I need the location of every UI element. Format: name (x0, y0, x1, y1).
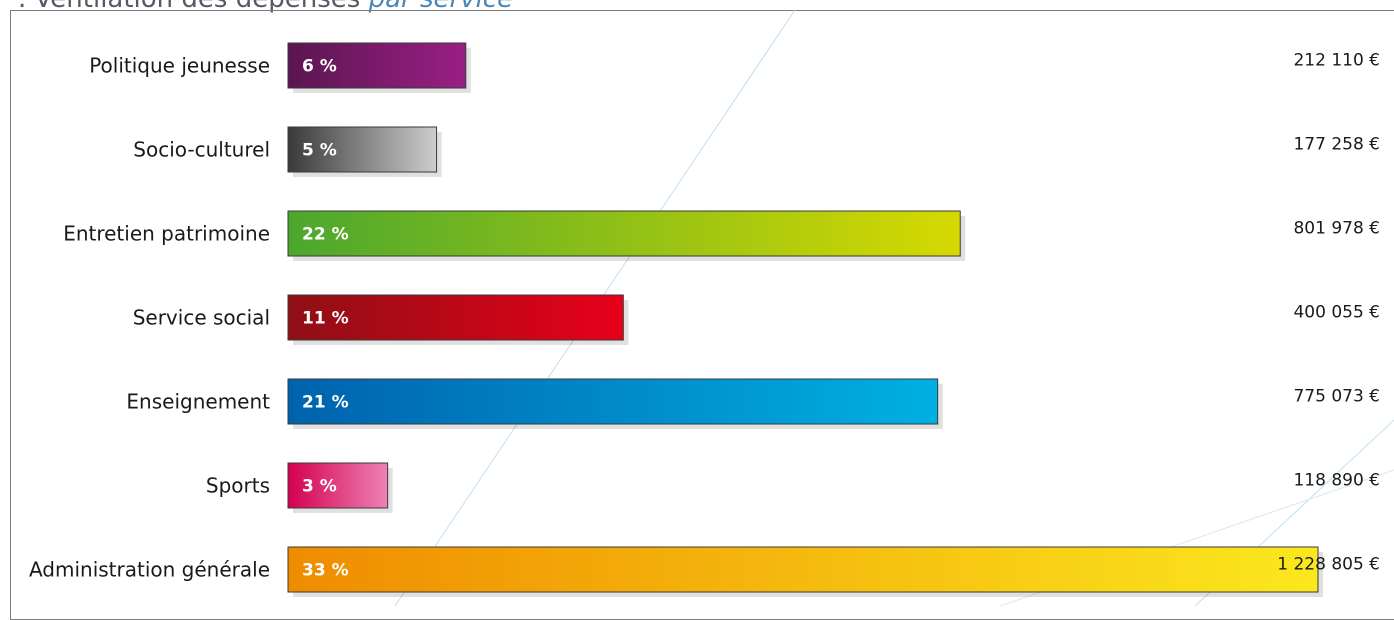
bar (287, 546, 1319, 593)
percent-label: 33 % (302, 561, 349, 581)
bar (287, 126, 438, 173)
bar (287, 462, 389, 509)
percent-label: 21 % (302, 393, 349, 413)
percent-label: 3 % (302, 477, 337, 497)
value-label: 1 228 805 € (1277, 555, 1380, 575)
category-label: Socio-culturel (133, 138, 270, 162)
category-label: Administration générale (29, 558, 270, 582)
bar (287, 378, 939, 425)
category-label: Sports (206, 474, 270, 498)
category-label: Entretien patrimoine (63, 222, 270, 246)
percent-label: 6 % (302, 57, 337, 77)
bar (287, 210, 961, 257)
bar (287, 42, 467, 89)
percent-label: 22 % (302, 225, 349, 245)
bar-chart: Politique jeunesse 6 % 212 110 € Socio-cult… (29, 9, 1394, 606)
value-label: 118 890 € (1293, 471, 1380, 491)
percent-label: 5 % (302, 141, 337, 161)
category-label: Service social (133, 306, 270, 330)
bar (287, 294, 624, 341)
percent-label: 11 % (302, 309, 349, 329)
value-label: 177 258 € (1293, 135, 1380, 155)
category-label: Politique jeunesse (89, 54, 270, 78)
value-label: 400 055 € (1293, 303, 1380, 323)
value-label: 801 978 € (1293, 219, 1380, 239)
value-label: 212 110 € (1293, 51, 1380, 71)
value-label: 775 073 € (1293, 387, 1380, 407)
category-label: Enseignement (126, 390, 270, 414)
